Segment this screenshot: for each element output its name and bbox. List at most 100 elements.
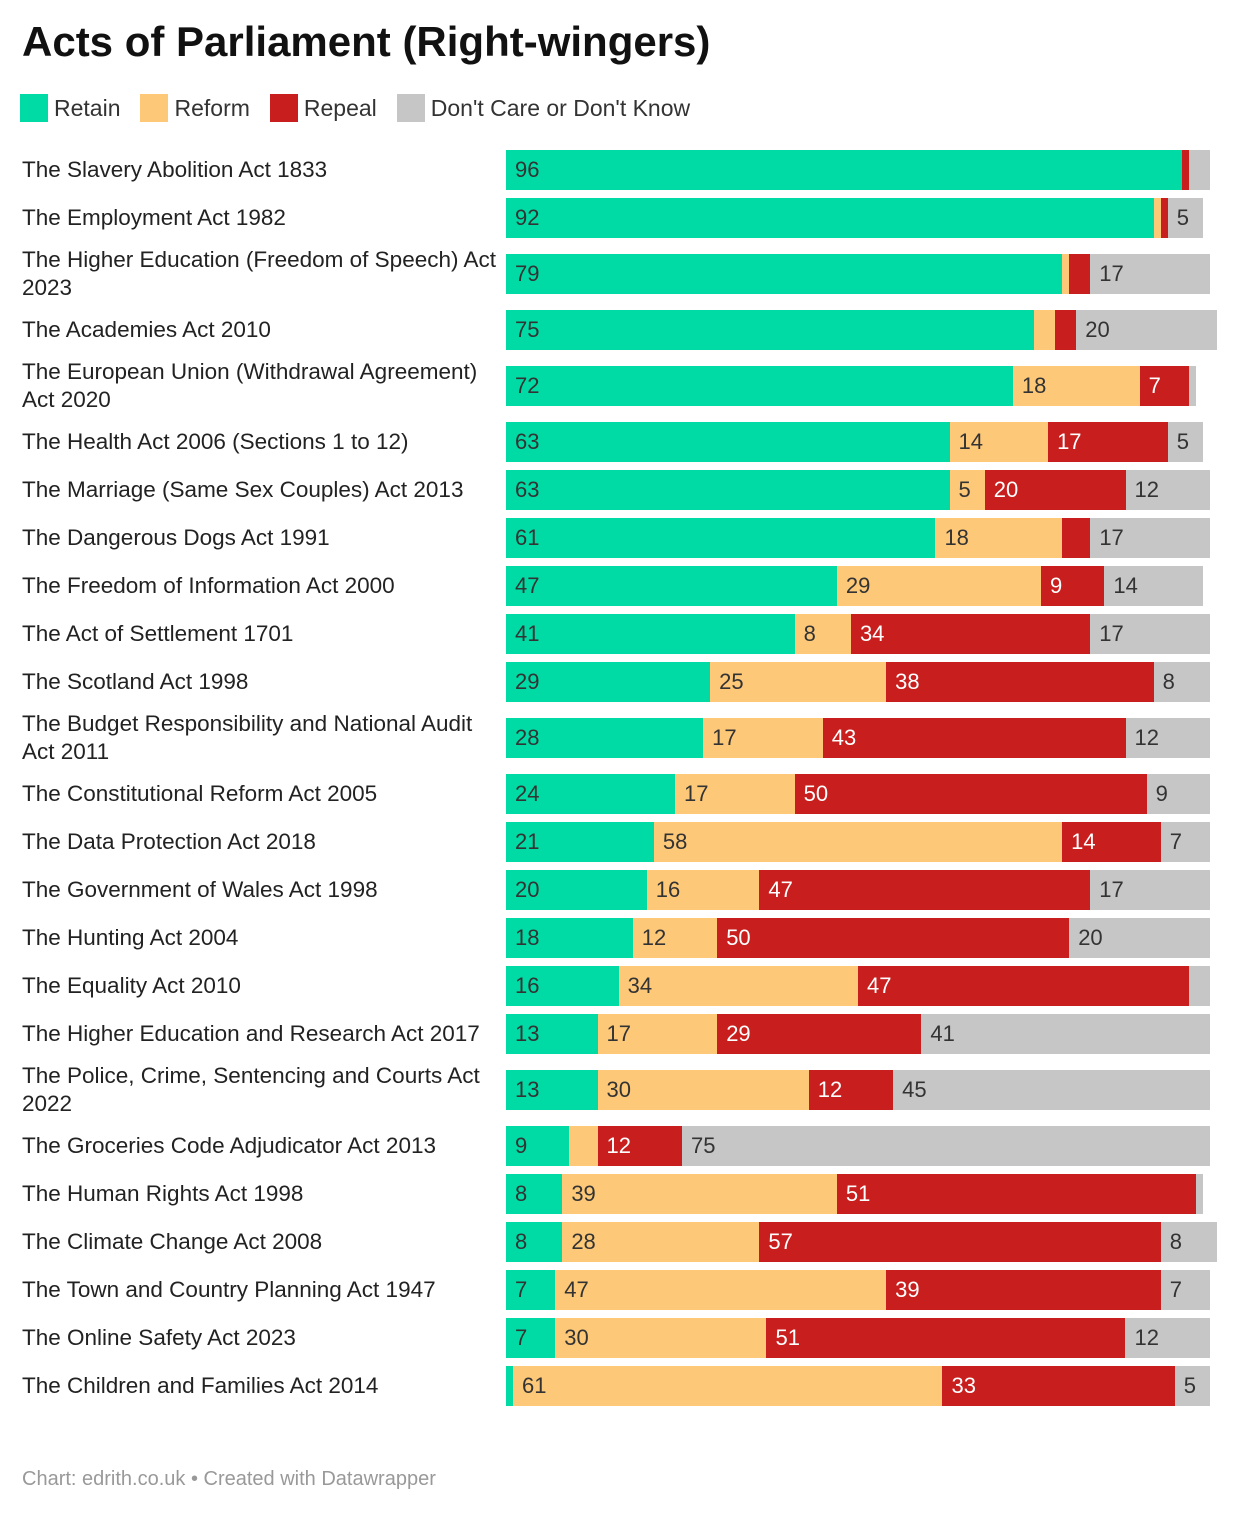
bar-segment-reform	[1153, 198, 1161, 238]
bar-row: The Government of Wales Act 1998 20 16 47 17	[22, 870, 1232, 910]
bar-segment-retain: 8	[506, 1222, 563, 1262]
bar-segment-reform: 34	[618, 966, 858, 1006]
bar-segment-don-t-care-or-don-t-know: 41	[921, 1014, 1210, 1054]
legend-item: Retain	[20, 94, 120, 122]
category-label: The Academies Act 2010	[22, 317, 271, 342]
bar-segment-repeal: 50	[794, 774, 1147, 814]
stacked-bar: 24 17 50 9	[506, 774, 1210, 814]
bar-row: The Academies Act 2010 75 20	[22, 310, 1232, 350]
legend-item: Don't Care or Don't Know	[396, 94, 691, 122]
bar-segment-repeal: 47	[857, 966, 1189, 1006]
legend-swatch	[269, 94, 298, 122]
bar-segment-don-t-care-or-don-t-know	[1188, 366, 1196, 406]
bar-segment-repeal: 20	[984, 470, 1126, 510]
bar-segment-retain: 13	[506, 1014, 598, 1054]
category-label: The Higher Education (Freedom of Speech)…	[22, 247, 496, 300]
bar-segment-retain: 18	[506, 918, 633, 958]
category-label: The Government of Wales Act 1998	[22, 877, 378, 902]
bar-segment-repeal	[1069, 254, 1091, 294]
category-label: The Human Rights Act 1998	[22, 1181, 304, 1206]
category-label: The Marriage (Same Sex Couples) Act 2013	[22, 477, 464, 502]
bar-row: The Children and Families Act 2014 61 33 5	[22, 1366, 1232, 1406]
bar-segment-reform: 18	[1012, 366, 1140, 406]
legend-item: Reform	[140, 94, 250, 122]
stacked-bar: 7 30 51 12	[506, 1318, 1210, 1358]
bar-segment-retain: 9	[506, 1126, 570, 1166]
chart-title: Acts of Parliament (Right-wingers)	[22, 18, 711, 65]
bar-segment-don-t-care-or-don-t-know: 20	[1076, 310, 1218, 350]
bar-segment-don-t-care-or-don-t-know: 14	[1104, 566, 1203, 606]
bar-segment-don-t-care-or-don-t-know: 45	[893, 1070, 1210, 1110]
bar-row: The Employment Act 1982 92 5	[22, 198, 1232, 238]
stacked-bar: 63 14 17 5	[506, 422, 1203, 462]
bar-row: The Human Rights Act 1998 8 39 51	[22, 1174, 1232, 1214]
bar-row: The Online Safety Act 2023 7 30 51 12	[22, 1318, 1232, 1358]
bar-segment-reform: 12	[632, 918, 718, 958]
bar-row: The Police, Crime, Sentencing and Courts…	[22, 1062, 1232, 1118]
bar-row: The Slavery Abolition Act 1833 96	[22, 150, 1232, 190]
bar-segment-retain: 13	[506, 1070, 598, 1110]
category-label: The Slavery Abolition Act 1833	[22, 157, 328, 182]
bar-segment-reform: 17	[703, 718, 823, 758]
bar-segment-retain: 63	[506, 422, 950, 462]
legend: Retain Reform Repeal Don't Care or Don't Kn…	[20, 94, 690, 122]
bar-segment-reform: 28	[562, 1222, 760, 1262]
category-label: The Online Safety Act 2023	[22, 1325, 296, 1350]
category-label: The Equality Act 2010	[22, 973, 241, 998]
legend-label: Reform	[174, 94, 250, 121]
bar-segment-repeal	[1181, 150, 1189, 190]
category-label: The Dangerous Dogs Act 1991	[22, 525, 330, 550]
bar-row: The Higher Education (Freedom of Speech)…	[22, 246, 1232, 302]
bar-segment-reform: 47	[555, 1270, 887, 1310]
bar-segment-retain: 29	[506, 662, 711, 702]
bar-segment-don-t-care-or-don-t-know: 17	[1090, 254, 1210, 294]
stacked-bar: 92 5	[506, 198, 1203, 238]
category-label: The Constitutional Reform Act 2005	[22, 781, 378, 806]
bar-segment-repeal: 38	[886, 662, 1154, 702]
bar-row: The Scotland Act 1998 29 25 38 8	[22, 662, 1232, 702]
bar-segment-repeal: 7	[1139, 366, 1189, 406]
legend-item: Repeal	[269, 94, 377, 122]
bar-segment-reform: 39	[562, 1174, 837, 1214]
stacked-bar: 9 12 75	[506, 1126, 1210, 1166]
bar-segment-repeal: 17	[1048, 422, 1168, 462]
bar-segment-repeal: 47	[759, 870, 1091, 910]
bar-segment-repeal	[1062, 518, 1091, 558]
bar-row: The Town and Country Planning Act 1947 7 4…	[22, 1270, 1232, 1310]
footer-credit: Chart: edrith.co.uk • Created with Dataw…	[22, 1468, 436, 1490]
bar-segment-don-t-care-or-don-t-know: 12	[1125, 1318, 1210, 1358]
bar-segment-reform: 17	[597, 1014, 718, 1054]
bar-segment-retain: 8	[506, 1174, 563, 1214]
bar-segment-repeal: 9	[1041, 566, 1105, 606]
bar-segment-repeal: 43	[822, 718, 1126, 758]
bar-segment-reform: 30	[555, 1318, 767, 1358]
bar-row: The European Union (Withdrawal Agreement…	[22, 358, 1232, 414]
category-label: The Data Protection Act 2018	[22, 829, 316, 854]
bar-row: The Act of Settlement 1701 41 8 34 17	[22, 614, 1232, 654]
stacked-bar: 41 8 34 17	[506, 614, 1210, 654]
category-label: The Employment Act 1982	[22, 205, 286, 230]
bar-row: The Health Act 2006 (Sections 1 to 12) 63…	[22, 422, 1232, 462]
stacked-bar: 20 16 47 17	[506, 870, 1210, 910]
legend-label: Don't Care or Don't Know	[430, 94, 691, 121]
category-label: The Higher Education and Research Act 20…	[22, 1021, 480, 1046]
stacked-bar: 47 29 9 14	[506, 566, 1203, 606]
bar-segment-repeal: 34	[850, 614, 1091, 654]
bar-segment-retain: 20	[506, 870, 647, 910]
bar-segment-retain	[506, 1366, 514, 1406]
category-label: The Police, Crime, Sentencing and Courts…	[22, 1063, 480, 1116]
category-label: The Budget Responsibility and National A…	[22, 711, 473, 764]
category-label: The Groceries Code Adjudicator Act 2013	[22, 1133, 436, 1158]
bar-segment-reform: 25	[710, 662, 887, 702]
bar-segment-reform	[1034, 310, 1056, 350]
bar-segment-don-t-care-or-don-t-know: 75	[681, 1126, 1210, 1166]
bar-segment-don-t-care-or-don-t-know: 17	[1090, 518, 1210, 558]
bar-segment-reform: 8	[794, 614, 851, 654]
stacked-bar: 13 30 12 45	[506, 1070, 1210, 1110]
bar-segment-repeal: 12	[597, 1126, 682, 1166]
bar-row: The Equality Act 2010 16 34 47	[22, 966, 1232, 1006]
bar-segment-reform: 16	[646, 870, 760, 910]
category-label: The European Union (Withdrawal Agreement…	[22, 359, 478, 412]
bar-row: The Budget Responsibility and National A…	[22, 710, 1232, 766]
legend-label: Repeal	[303, 94, 377, 121]
